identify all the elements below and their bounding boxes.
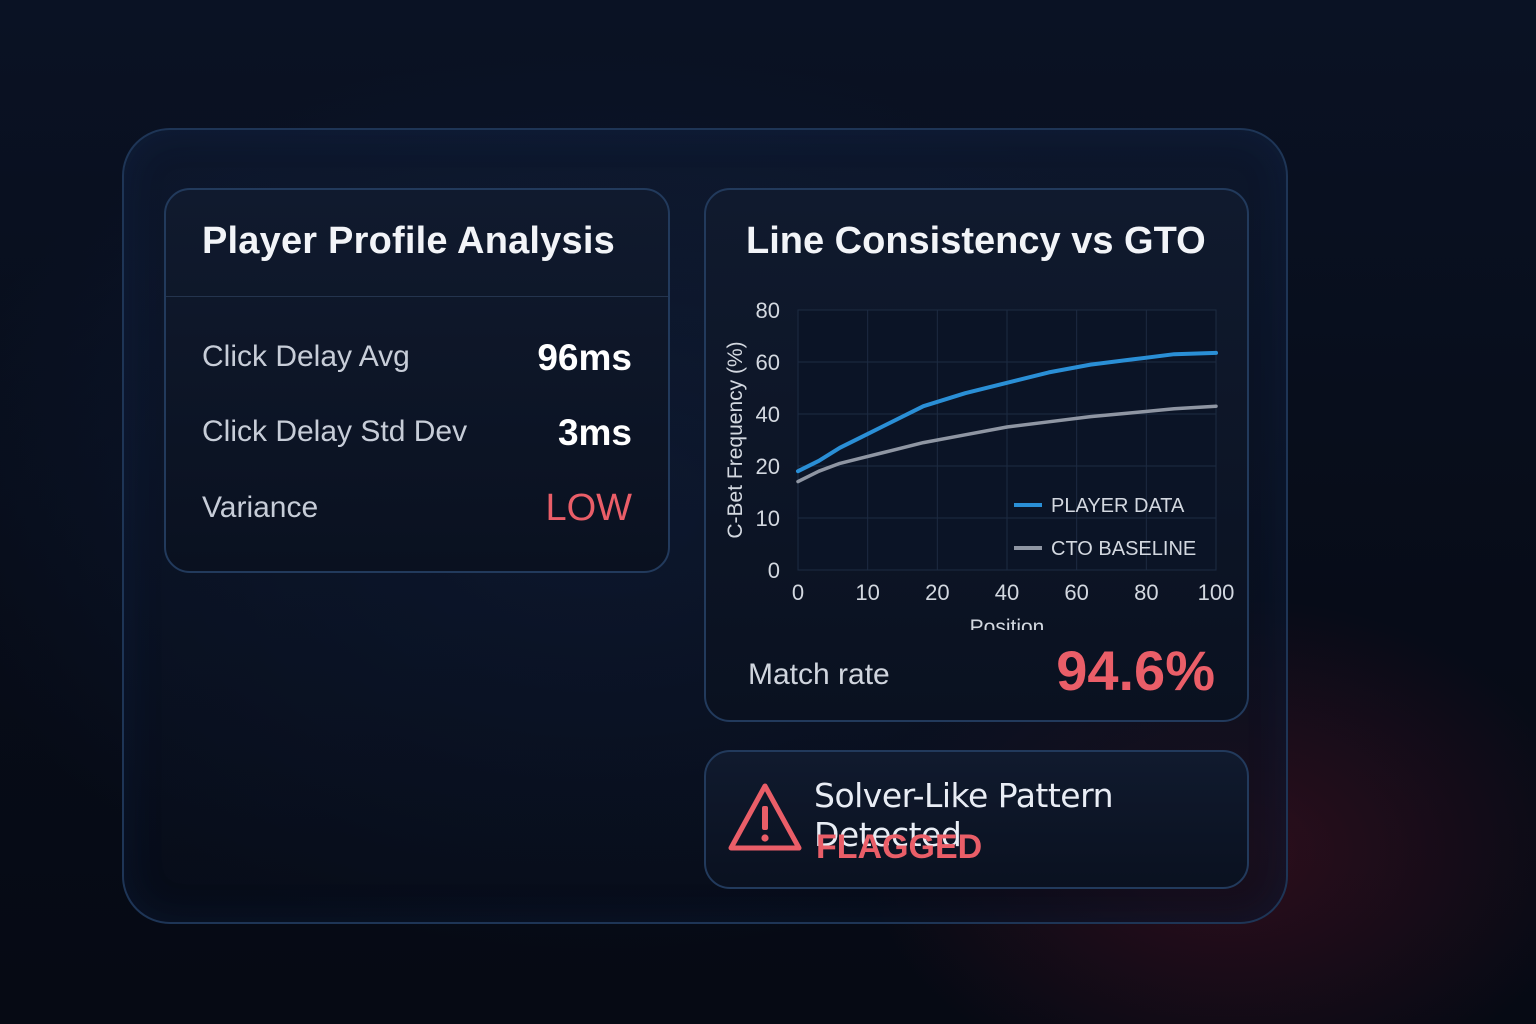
chart-title: Line Consistency vs GTO xyxy=(746,220,1206,262)
x-tick-label: 80 xyxy=(1134,580,1158,605)
alert-status-flagged: FLAGGED xyxy=(816,828,983,866)
alert-message: Solver-Like Pattern Detected xyxy=(814,776,1114,854)
y-axis-title: C-Bet Frequency (%) xyxy=(724,341,747,538)
click-delay-stddev-label: Click Delay Std Dev xyxy=(202,415,468,448)
y-tick-label: 10 xyxy=(756,506,780,531)
y-tick-label: 40 xyxy=(756,402,780,427)
player-data-line xyxy=(796,350,1218,474)
y-tick-label: 0 xyxy=(768,558,780,583)
match-rate-label: Match rate xyxy=(748,658,890,691)
player-profile-card: Player Profile Analysis Click Delay Avg … xyxy=(164,188,670,573)
variance-label: Variance xyxy=(202,491,319,524)
x-tick-label: 20 xyxy=(925,580,949,605)
warning-triangle-icon xyxy=(728,783,802,851)
baseline-line xyxy=(796,404,1218,484)
match-rate-value: 94.6% xyxy=(1056,639,1215,702)
x-tick-label: 0 xyxy=(792,580,804,605)
click-delay-avg-label: Click Delay Avg xyxy=(202,340,410,373)
x-tick-label: 100 xyxy=(1198,580,1235,605)
x-axis-title: Position xyxy=(970,616,1045,630)
click-delay-stddev-value: 3ms xyxy=(557,412,632,453)
y-tick-label: 60 xyxy=(756,350,780,375)
solver-alert-card: Solver-Like Pattern Detected FLAGGED xyxy=(704,750,1249,889)
x-tick-label: 40 xyxy=(995,580,1019,605)
line-chart: 0 10 20 40 60 80 100 0 10 20 40 60 80 Position C-Bet F… xyxy=(724,298,1235,630)
profile-title: Player Profile Analysis xyxy=(202,220,615,262)
legend-label: CTO BASELINE xyxy=(1051,538,1196,560)
click-delay-avg-value: 96ms xyxy=(537,337,632,378)
legend-label: PLAYER DATA xyxy=(1051,495,1185,517)
y-tick-label: 80 xyxy=(756,298,780,323)
y-tick-label: 20 xyxy=(756,454,780,479)
x-tick-label: 60 xyxy=(1064,580,1088,605)
profile-divider xyxy=(166,296,668,297)
line-consistency-card: Line Consistency vs GTO 0 10 20 40 60 80 100 0 1… xyxy=(704,188,1249,722)
x-tick-label: 10 xyxy=(855,580,879,605)
variance-value: LOW xyxy=(545,487,632,529)
